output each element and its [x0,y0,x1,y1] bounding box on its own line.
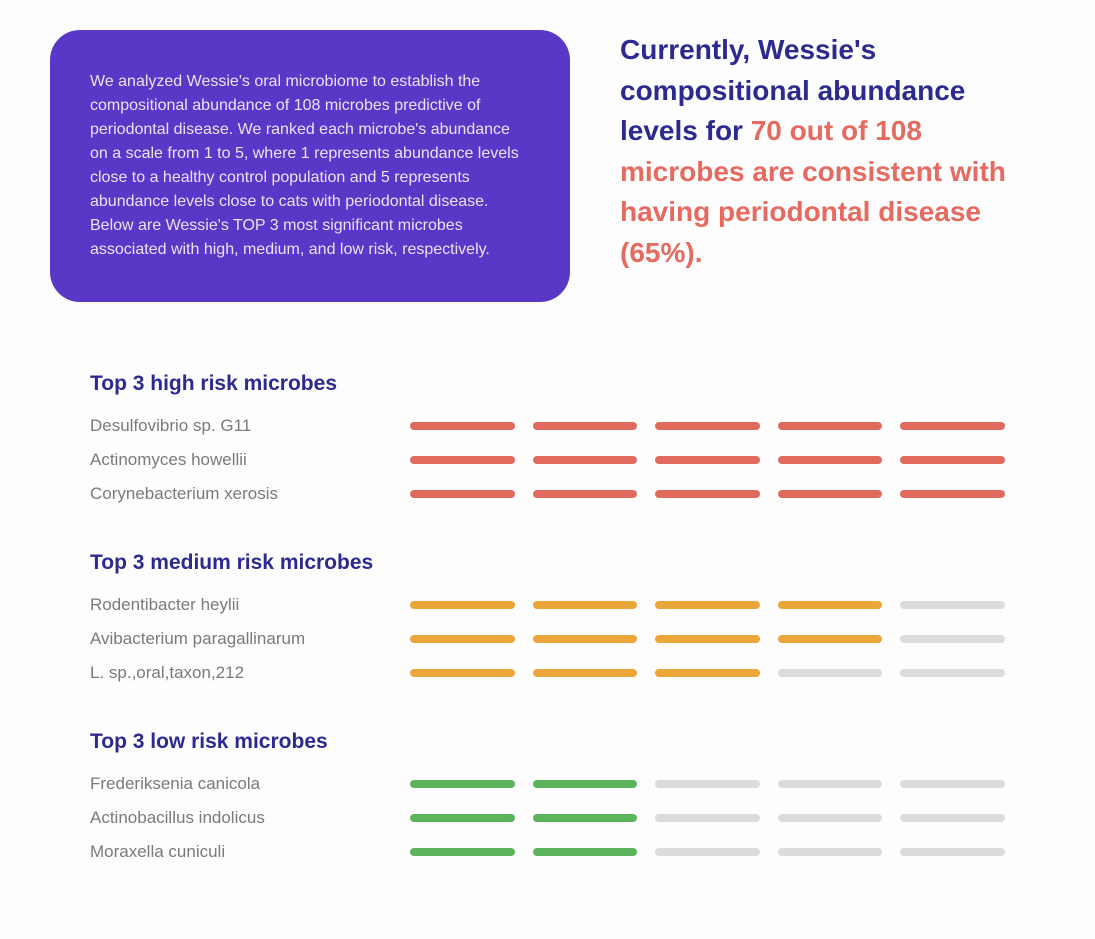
score-bar [778,814,883,822]
score-bar [778,780,883,788]
section-title: Top 3 low risk microbes [90,730,1005,754]
score-bar [410,490,515,498]
score-bar [655,780,760,788]
score-bars [410,601,1005,609]
score-bar [778,601,883,609]
microbe-row: Avibacterium paragallinarum [90,627,1005,651]
section-title: Top 3 high risk microbes [90,372,1005,396]
score-bars [410,780,1005,788]
risk-section: Top 3 high risk microbes Desulfovibrio sp… [90,372,1005,506]
score-bars [410,490,1005,498]
score-bar [410,601,515,609]
score-bar [900,669,1005,677]
microbe-name: Moraxella cuniculi [90,842,410,862]
intro-text: We analyzed Wessie's oral microbiome to … [90,73,519,258]
score-bars [410,635,1005,643]
score-bar [410,780,515,788]
score-bar [655,601,760,609]
score-bar [410,422,515,430]
microbe-row: Frederiksenia canicola [90,772,1005,796]
score-bar [900,635,1005,643]
microbe-row: Corynebacterium xerosis [90,482,1005,506]
headline: Currently, Wessie's compositional abunda… [620,30,1045,302]
microbe-name: Frederiksenia canicola [90,774,410,794]
score-bar [655,456,760,464]
score-bar [533,601,638,609]
microbe-row: Actinobacillus indolicus [90,806,1005,830]
microbe-name: Actinomyces howellii [90,450,410,470]
microbe-row: Rodentibacter heylii [90,593,1005,617]
score-bar [900,490,1005,498]
score-bar [533,422,638,430]
score-bar [410,635,515,643]
score-bar [900,848,1005,856]
score-bar [533,669,638,677]
microbe-row: L. sp.,oral,taxon,212 [90,661,1005,685]
microbe-sections: Top 3 high risk microbes Desulfovibrio sp… [50,372,1045,864]
score-bar [410,848,515,856]
score-bar [778,456,883,464]
score-bar [900,456,1005,464]
score-bars [410,848,1005,856]
score-bar [655,848,760,856]
score-bar [410,669,515,677]
score-bar [778,848,883,856]
score-bar [778,490,883,498]
microbe-name: L. sp.,oral,taxon,212 [90,663,410,683]
score-bars [410,669,1005,677]
microbe-name: Corynebacterium xerosis [90,484,410,504]
score-bar [533,635,638,643]
score-bar [533,456,638,464]
section-title: Top 3 medium risk microbes [90,551,1005,575]
microbe-row: Moraxella cuniculi [90,840,1005,864]
microbe-name: Avibacterium paragallinarum [90,629,410,649]
score-bar [655,669,760,677]
microbe-name: Desulfovibrio sp. G11 [90,416,410,436]
intro-box: We analyzed Wessie's oral microbiome to … [50,30,570,302]
score-bar [533,848,638,856]
score-bar [900,601,1005,609]
risk-section: Top 3 low risk microbes Frederiksenia can… [90,730,1005,864]
score-bar [655,422,760,430]
score-bar [533,490,638,498]
microbe-name: Actinobacillus indolicus [90,808,410,828]
score-bar [533,814,638,822]
top-row: We analyzed Wessie's oral microbiome to … [50,30,1045,302]
score-bars [410,456,1005,464]
score-bars [410,422,1005,430]
microbe-row: Actinomyces howellii [90,448,1005,472]
score-bar [655,490,760,498]
score-bar [655,635,760,643]
score-bar [900,814,1005,822]
risk-section: Top 3 medium risk microbes Rodentibacter … [90,551,1005,685]
score-bar [778,422,883,430]
score-bar [410,456,515,464]
score-bar [655,814,760,822]
score-bar [778,669,883,677]
microbe-name: Rodentibacter heylii [90,595,410,615]
score-bar [410,814,515,822]
score-bar [900,422,1005,430]
score-bar [778,635,883,643]
microbe-row: Desulfovibrio sp. G11 [90,414,1005,438]
score-bar [533,780,638,788]
score-bars [410,814,1005,822]
score-bar [900,780,1005,788]
